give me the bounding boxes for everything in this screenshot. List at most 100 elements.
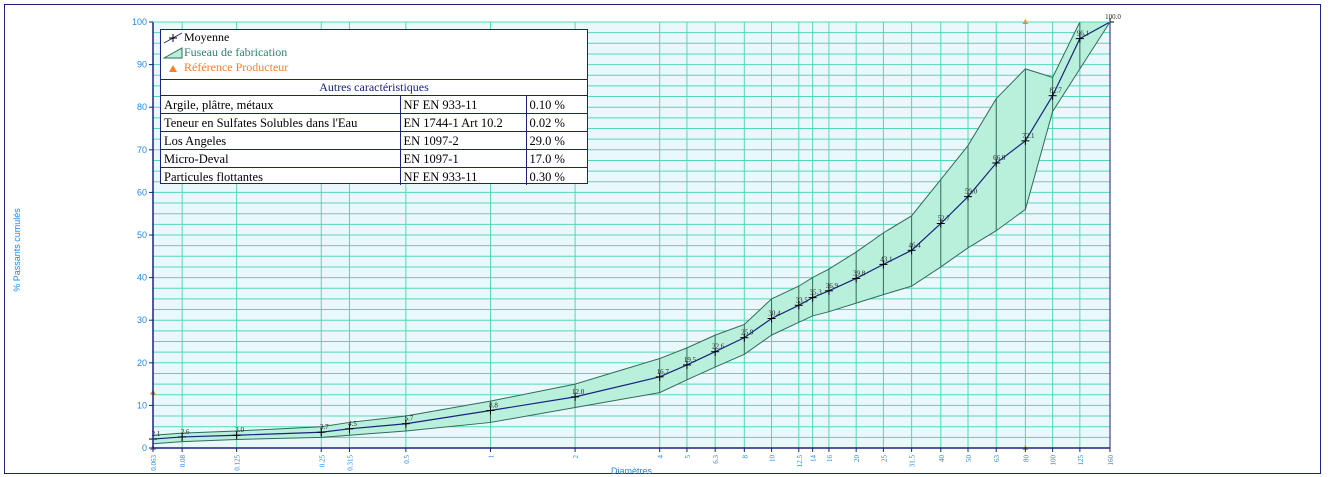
mean-data-label: 96.1 <box>1077 30 1090 38</box>
property-value: 0.30 % <box>529 169 565 184</box>
mean-data-label: 35.3 <box>809 289 822 297</box>
envelope-segment <box>1025 68 1053 210</box>
property-name: Particules flottantes <box>161 167 401 185</box>
mean-data-label: 3.0 <box>235 426 244 434</box>
mean-data-label: 43.1 <box>880 255 893 263</box>
axes: 0 10 20 30 40 50 60 70 80 90 100 0.063 0.08 0.125 0.25… <box>132 17 1115 471</box>
envelope-segment <box>828 252 857 312</box>
x-tick-label: 40 <box>938 455 946 463</box>
legend-item-mean: Moyenne <box>161 30 587 45</box>
mean-data-label: 100.0 <box>1105 13 1121 21</box>
fabrication-envelope <box>152 21 1111 445</box>
mean-data-label: 30.4 <box>768 309 781 317</box>
properties-title: Autres caractéristiques <box>161 80 587 96</box>
envelope-segment <box>405 401 491 431</box>
x-tick-label: 8 <box>741 455 749 459</box>
mean-line <box>152 21 1111 440</box>
envelope-segment <box>911 179 941 287</box>
legend: Moyenne Fuseau de fabrication Référence … <box>160 29 588 185</box>
mean-data-label: 36.9 <box>826 282 839 290</box>
mean-data-label: 8.8 <box>489 402 498 410</box>
envelope-segment <box>349 416 406 436</box>
property-name: Teneur en Sulfates Solubles dans l'Eau <box>161 113 401 132</box>
legend-item-reference: Référence Producteur <box>161 60 587 75</box>
properties-row: Argile, plâtre, métaux NF EN 933-11 0.10 % <box>161 96 587 114</box>
mean-data-label: 5.7 <box>404 415 413 423</box>
mean-data-label: 2.6 <box>181 428 190 436</box>
envelope-legend-icon <box>163 46 183 59</box>
y-tick-label: 100 <box>132 17 147 27</box>
y-tick-label: 70 <box>137 145 147 155</box>
envelope-upper-line <box>152 21 1110 436</box>
envelope-segment <box>883 215 912 295</box>
x-tick-label: 10 <box>769 455 777 463</box>
y-tick-label: 20 <box>137 358 147 368</box>
property-name: Los Angeles <box>161 131 401 150</box>
properties-row: Teneur en Sulfates Solubles dans l'Eau EN… <box>161 113 587 132</box>
x-tick-label: 0.25 <box>318 455 326 468</box>
mean-data-label: 33.5 <box>796 296 809 304</box>
x-tick-label: 160 <box>1107 455 1115 466</box>
property-norm: EN 1097-2 <box>400 131 527 150</box>
x-tick-label: 14 <box>810 455 818 463</box>
property-value: 0.10 % <box>526 96 587 114</box>
properties-row: Los Angeles EN 1097-2 29.0 % <box>161 131 587 150</box>
x-tick-label: 20 <box>853 455 861 463</box>
envelope-segment <box>575 358 660 408</box>
mean-data-label: 82.7 <box>1050 87 1063 95</box>
property-norm: EN 1097-1 <box>400 149 527 168</box>
mean-data-label: 4.5 <box>348 420 357 428</box>
legend-item-envelope: Fuseau de fabrication <box>161 45 587 60</box>
x-tick-label: 0.063 <box>150 455 158 471</box>
mean-data-label: 19.5 <box>684 356 697 364</box>
x-tick-label: 16 <box>826 455 834 463</box>
mean-data-label: 46.4 <box>908 241 921 249</box>
envelope-segment <box>812 269 829 316</box>
x-tick-label: 12.5 <box>796 455 804 468</box>
property-norm: EN 1744-1 Art 10.2 <box>400 113 527 132</box>
properties-row: Micro-Deval EN 1097-1 17.0 % <box>161 149 587 168</box>
mean-data-label: 39.8 <box>853 269 866 277</box>
x-tick-label: 125 <box>1077 455 1085 466</box>
legend-label-reference: Référence Producteur <box>184 60 289 74</box>
envelope-segment <box>771 286 799 336</box>
y-tick-label: 90 <box>137 60 147 70</box>
x-tick-label: 50 <box>965 455 973 463</box>
x-tick-label: 0.125 <box>234 455 242 471</box>
mean-data-label: 52.7 <box>938 214 951 222</box>
x-tick-label: 1 <box>487 455 495 459</box>
property-norm: NF EN 933-11 <box>400 167 527 185</box>
x-tick-label: 31.5 <box>909 455 917 468</box>
x-tick-label: 25 <box>880 455 888 463</box>
y-tick-label: 30 <box>137 315 147 325</box>
envelope-segment <box>321 422 350 438</box>
x-tick-label: 5 <box>684 455 692 459</box>
envelope-segment <box>968 98 997 248</box>
x-tick-label: 0.08 <box>179 455 187 468</box>
envelope-segment <box>940 145 969 267</box>
property-name: Argile, plâtre, métaux <box>161 96 401 114</box>
property-norm: NF EN 933-11 <box>400 96 527 114</box>
envelope-segment <box>686 335 716 380</box>
mean-data-label: 2.1 <box>152 430 161 438</box>
property-name: Micro-Deval <box>161 149 401 168</box>
envelope-lower-line <box>152 21 1111 445</box>
y-tick-label: 50 <box>137 230 147 240</box>
mean-data-label: 66.9 <box>993 154 1006 162</box>
property-value: 29.0 % <box>526 131 587 150</box>
envelope-segment <box>856 232 884 304</box>
triangle-icon <box>163 62 183 74</box>
x-tick-label: 0.5 <box>403 455 411 464</box>
envelope-segment <box>715 324 745 368</box>
x-tick-label: 2 <box>572 455 580 459</box>
chart-frame <box>4 4 1321 474</box>
x-tick-label: 63 <box>993 455 1001 463</box>
legend-label-envelope: Fuseau de fabrication <box>184 45 288 59</box>
y-tick-label: 80 <box>137 102 147 112</box>
legend-label-mean: Moyenne <box>184 30 230 44</box>
y-tick-label: 40 <box>137 273 147 283</box>
y-tick-label: 0 <box>142 443 147 453</box>
mean-data-label: 25.9 <box>741 329 754 337</box>
mean-data-label: 72.1 <box>1022 132 1035 140</box>
